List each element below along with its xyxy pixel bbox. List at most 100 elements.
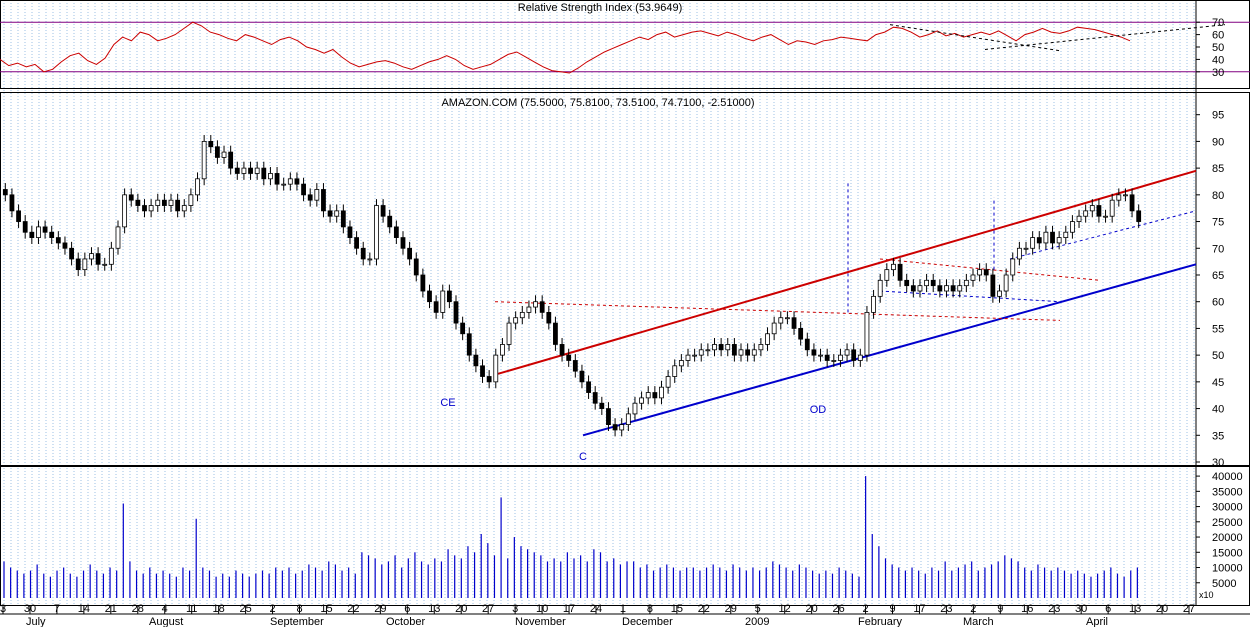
x-tick-label: 10	[536, 603, 548, 615]
volume-y-tick-label: 35000	[1212, 486, 1243, 498]
candle-body	[1070, 221, 1075, 233]
x-tick-label: 15	[671, 603, 683, 615]
candle-body	[698, 349, 704, 356]
candle-body	[440, 290, 446, 313]
x-tick-label: 20	[455, 603, 467, 615]
candle-body	[811, 349, 817, 356]
candle-body	[897, 263, 903, 281]
candle-body	[95, 253, 101, 265]
candle-body	[420, 274, 426, 292]
candle-body	[374, 205, 379, 260]
candle-body	[818, 354, 823, 357]
candle-body	[1010, 258, 1016, 276]
flag-trendline	[879, 258, 1101, 281]
candle-body	[486, 376, 492, 383]
x-tick-label: 13	[428, 603, 440, 615]
x-tick-label: 23	[1048, 603, 1060, 615]
candle-body	[659, 386, 664, 399]
candle-body	[990, 274, 996, 297]
candle-body	[208, 141, 214, 148]
x-tick-label: 29	[725, 603, 737, 615]
candle-body	[1109, 199, 1115, 217]
support-trendline	[582, 263, 1197, 437]
x-tick-label: 3	[512, 603, 518, 615]
candle-body	[380, 205, 386, 217]
candle-body	[301, 183, 306, 196]
candle-body	[963, 279, 969, 287]
candle-body	[195, 178, 200, 196]
candle-body	[234, 167, 240, 174]
candle-body	[254, 167, 260, 174]
candle-body	[433, 301, 439, 313]
candle-body	[785, 317, 790, 320]
candle-body	[665, 376, 671, 388]
frame-layer	[0, 0, 1250, 615]
x-tick-label: 2	[269, 603, 275, 615]
candle-body	[851, 349, 857, 361]
price-y-tick-label: 60	[1212, 297, 1224, 309]
x-tick-label: 18	[213, 603, 225, 615]
x-tick-label: 12	[779, 603, 791, 615]
candle-body	[910, 285, 916, 292]
candle-body	[287, 178, 293, 185]
candle-body	[42, 226, 48, 233]
price-y-tick-label: 35	[1212, 430, 1224, 442]
candle-body	[798, 328, 804, 340]
candle-body	[884, 269, 890, 281]
x-tick-label: 13	[1129, 603, 1141, 615]
candle-body	[473, 354, 479, 367]
candle-body	[22, 221, 28, 233]
candle-body	[135, 199, 141, 206]
candle-body	[692, 354, 698, 357]
candle-body	[49, 231, 55, 238]
x-tick-label: 8	[296, 603, 302, 615]
candle-body	[871, 295, 876, 313]
candle-body	[1043, 231, 1049, 244]
candlestick-series	[2, 134, 1142, 437]
candle-body	[553, 322, 558, 345]
x-tick-label: 5	[755, 603, 761, 615]
candle-body	[526, 306, 532, 313]
candle-body	[466, 333, 472, 356]
candle-body	[400, 237, 406, 249]
candle-body	[360, 247, 366, 260]
candle-body	[228, 151, 234, 169]
candle-body	[765, 333, 770, 345]
candle-body	[606, 408, 611, 425]
x-tick-label: 21	[105, 603, 117, 615]
x-month-label: July	[26, 616, 46, 627]
rsi-title: Relative Strength Index (53.9649)	[518, 2, 683, 14]
candle-body	[672, 365, 678, 377]
x-tick-label: 27	[1183, 603, 1195, 615]
candle-body	[864, 311, 870, 356]
x-tick-label: 6	[404, 603, 410, 615]
channel-trendline	[1009, 210, 1197, 260]
candle-body	[102, 263, 108, 266]
rsi-y-tick-label: 50	[1212, 42, 1224, 54]
x-tick-label: 9	[997, 603, 1003, 615]
candle-body	[997, 290, 1002, 297]
candle-body	[924, 279, 929, 287]
x-tick-label: 2	[970, 603, 976, 615]
candle-body	[904, 279, 910, 287]
candle-body	[281, 183, 287, 186]
x-month-label: September	[270, 616, 324, 627]
price-y-tick-label: 80	[1212, 190, 1224, 202]
x-tick-label: 6	[1105, 603, 1111, 615]
x-month-label: February	[858, 616, 903, 627]
candle-body	[89, 253, 94, 260]
x-tick-label: 25	[239, 603, 251, 615]
candle-body	[957, 285, 963, 292]
candle-body	[1089, 205, 1095, 212]
volume-y-tick-label: 25000	[1212, 517, 1243, 529]
candle-body	[108, 247, 114, 265]
price-title: AMAZON.COM (75.5000, 75.8100, 73.5100, 7…	[441, 97, 754, 109]
candle-body	[645, 392, 651, 399]
x-tick-label: 2	[862, 603, 868, 615]
candle-body	[307, 194, 313, 201]
candle-body	[639, 397, 644, 404]
candle-body	[579, 370, 585, 383]
candle-body	[2, 189, 8, 196]
volume-y-tick-label: 15000	[1212, 547, 1243, 559]
candle-body	[9, 194, 15, 212]
